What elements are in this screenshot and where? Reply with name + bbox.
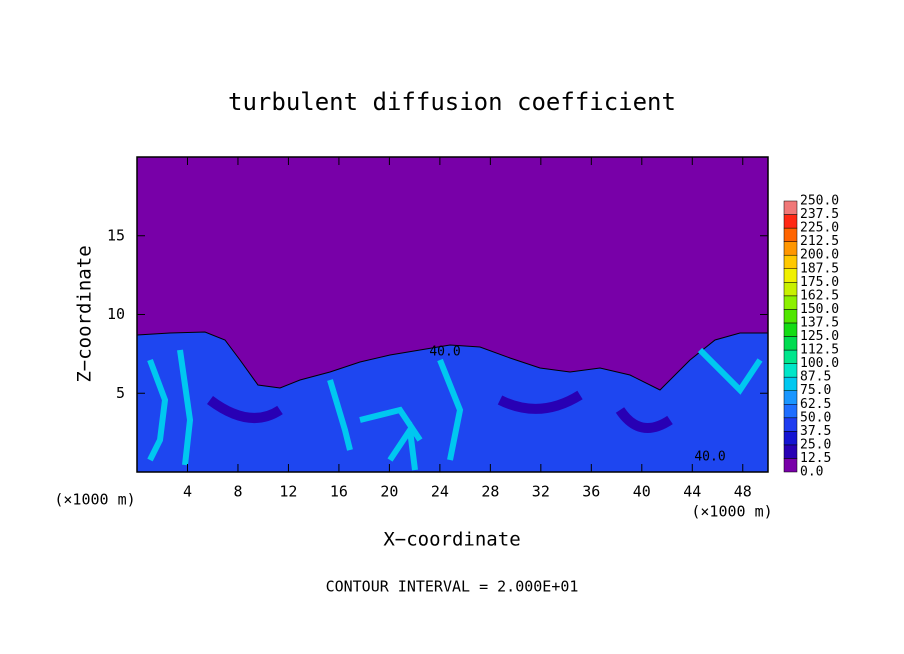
colorbar-label: 187.5 [800, 261, 839, 276]
x-tick-label: 28 [481, 483, 499, 501]
x-unit: (×1000 m) [54, 491, 135, 509]
y-tick-label: 15 [107, 226, 125, 244]
colorbar-box [783, 444, 798, 459]
colorbar-label: 137.5 [800, 315, 839, 330]
colorbar-box [783, 227, 798, 242]
colorbar-box [783, 214, 798, 229]
x-tick-label: 16 [330, 483, 348, 501]
x-tick-label: 4 [183, 483, 192, 501]
y-tick-label: 5 [116, 384, 125, 402]
y-tick-label: 10 [107, 305, 125, 323]
colorbar-label: 100.0 [800, 356, 839, 371]
colorbar-label: 212.5 [800, 234, 839, 249]
colorbar-box [783, 390, 798, 405]
x-tick-label: 8 [233, 483, 242, 501]
field: 40.0 40.0 [136, 156, 769, 473]
colorbar-label: 125.0 [800, 329, 839, 344]
y-unit: (×1000 m) [691, 503, 772, 521]
x-tick-label: 36 [582, 483, 600, 501]
y-axis-label: Z−coordinate [74, 245, 96, 382]
contour-label: 40.0 [694, 450, 725, 465]
colorbar-box [783, 349, 798, 364]
colorbar-box [783, 254, 798, 269]
colorbar-box [783, 417, 798, 432]
streaks [147, 347, 763, 471]
x-tick-label: 20 [380, 483, 398, 501]
colorbar-label: 62.5 [800, 397, 831, 412]
colorbar-label: 50.0 [800, 410, 831, 425]
colorbar-label: 237.5 [800, 207, 839, 222]
colorbar-label: 0.0 [800, 465, 823, 480]
x-tick-label: 12 [279, 483, 297, 501]
streaks-dark [207, 390, 673, 433]
colorbar-box [783, 336, 798, 351]
colorbar-box [783, 376, 798, 391]
colorbar-label: 12.5 [800, 451, 831, 466]
colorbar-box [783, 458, 798, 473]
colorbar-box [783, 309, 798, 324]
turbulent-region [136, 331, 769, 473]
colorbar-label: 25.0 [800, 437, 831, 452]
colorbar-label: 37.5 [800, 424, 831, 439]
colorbar-box [783, 363, 798, 378]
colorbar-label: 112.5 [800, 343, 839, 358]
colorbar-label: 150.0 [800, 302, 839, 317]
x-tick-label: 48 [734, 483, 752, 501]
colorbar-box [783, 431, 798, 446]
x-tick-label: 24 [431, 483, 449, 501]
x-tick-label: 44 [683, 483, 701, 501]
colorbar-box [783, 282, 798, 297]
colorbar-label: 200.0 [800, 248, 839, 263]
colorbar-label: 175.0 [800, 275, 839, 290]
x-tick-label: 32 [532, 483, 550, 501]
colorbar-label: 75.0 [800, 383, 831, 398]
contour-label: 40.0 [429, 345, 460, 360]
colorbar-box [783, 322, 798, 337]
chart-title: turbulent diffusion coefficient [228, 88, 676, 116]
x-tick-label: 40 [633, 483, 651, 501]
colorbar-box [783, 241, 798, 256]
colorbar-box [783, 295, 798, 310]
colorbar-box [783, 268, 798, 283]
colorbar-box [783, 200, 798, 215]
colorbar-label: 225.0 [800, 221, 839, 236]
colorbar-label: 87.5 [800, 370, 831, 385]
colorbar-label: 250.0 [800, 194, 839, 209]
colorbar-box [783, 404, 798, 419]
x-axis-label: X−coordinate [383, 529, 520, 551]
footer: CONTOUR INTERVAL = 2.000E+01 [326, 578, 579, 596]
colorbar-label: 162.5 [800, 288, 839, 303]
